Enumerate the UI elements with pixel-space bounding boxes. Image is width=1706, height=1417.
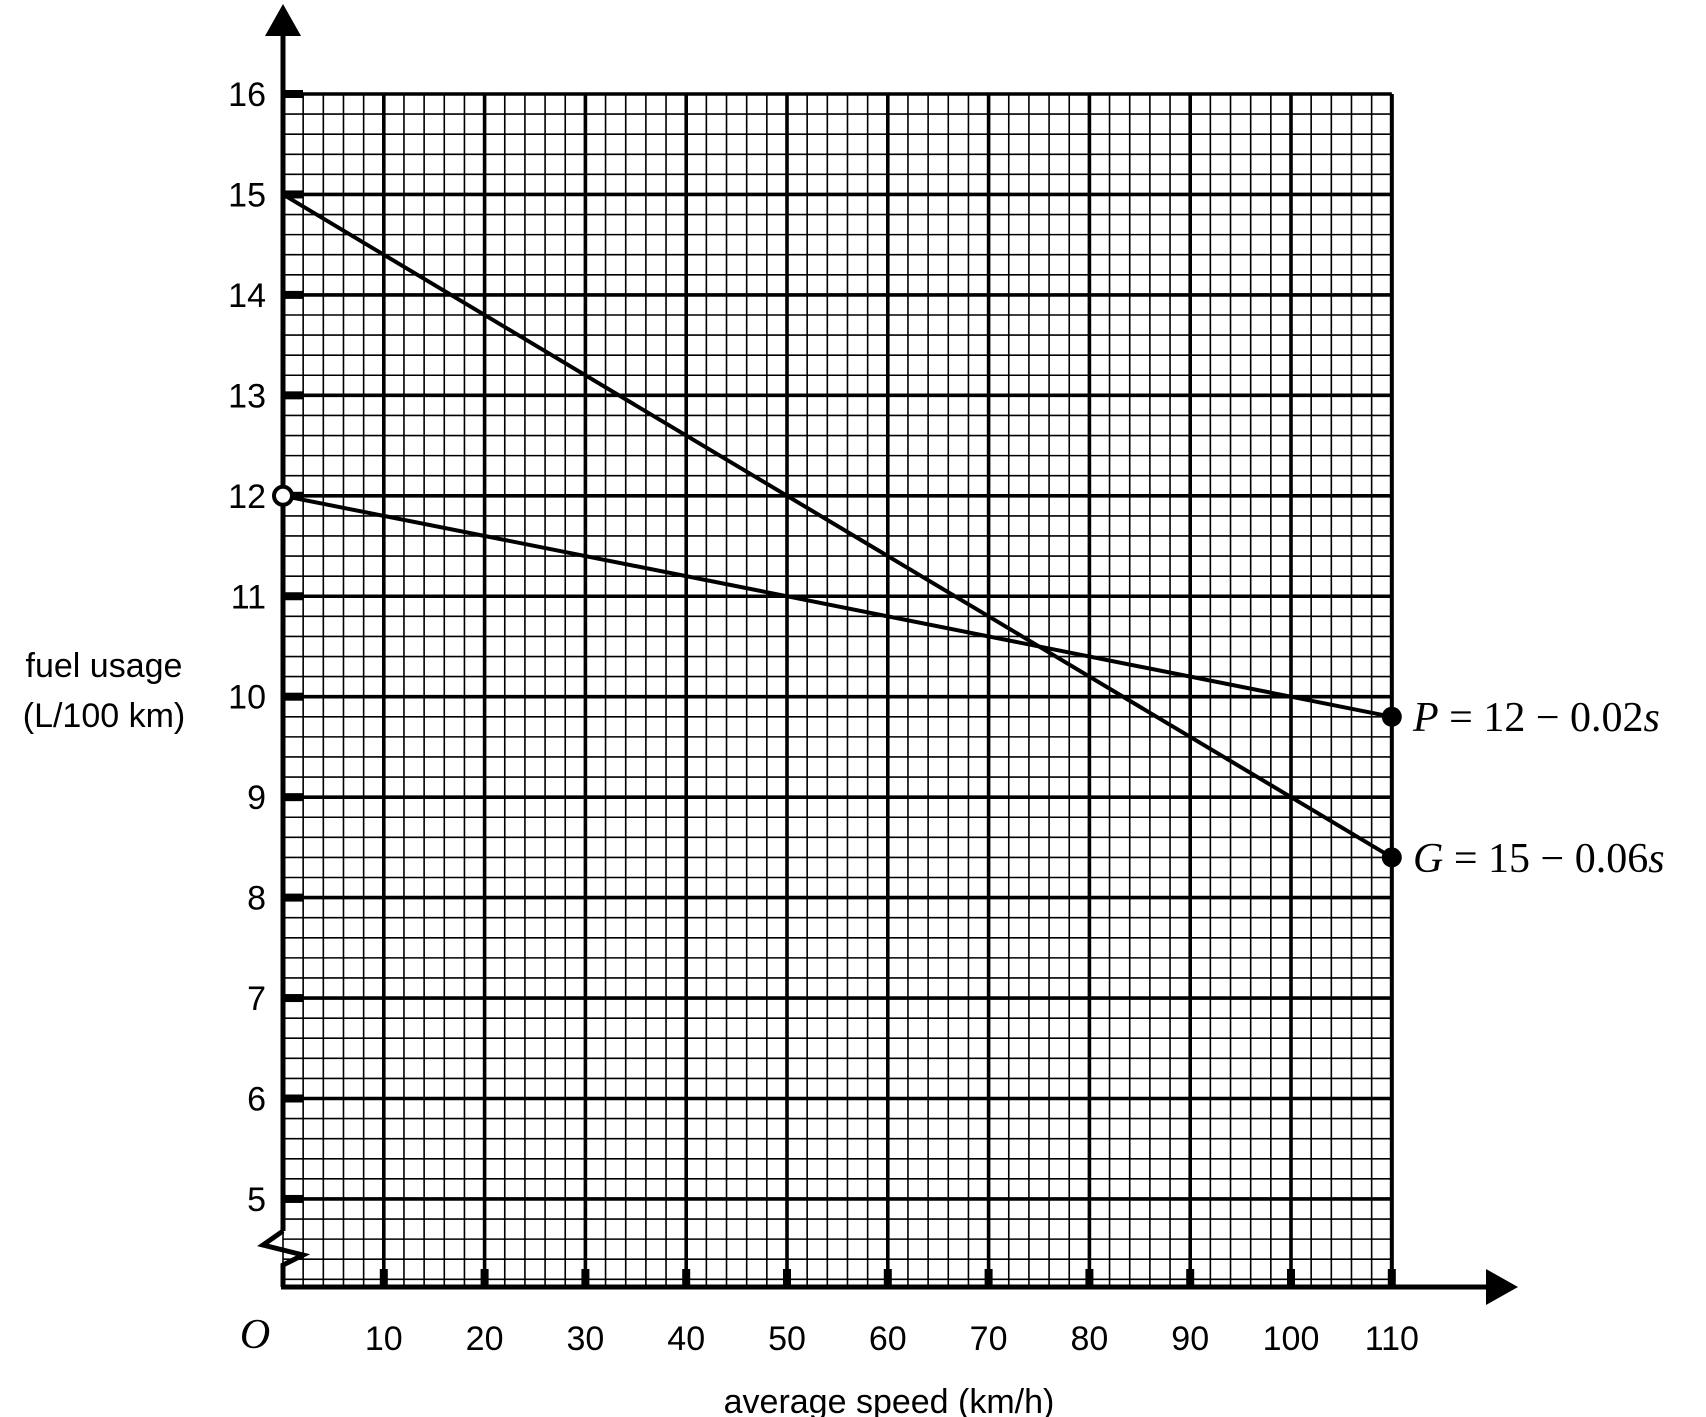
- y-tick-mark: [283, 190, 303, 199]
- x-tick-label: 110: [1365, 1320, 1419, 1358]
- y-axis-title-line1: fuel usage: [26, 647, 183, 685]
- x-tick-label: 90: [1171, 1320, 1209, 1358]
- y-tick-label: 7: [247, 980, 266, 1018]
- filled-circle-marker-P: [1381, 706, 1402, 727]
- x-tick-mark: [783, 1269, 791, 1287]
- major-grid: [283, 90, 1396, 1287]
- y-tick-label: 8: [247, 880, 266, 918]
- y-axis-title-line2: (L/100 km): [23, 697, 186, 735]
- x-tick-mark: [581, 1269, 590, 1287]
- y-tick-label: 10: [228, 679, 266, 717]
- x-tick-label: 80: [1070, 1320, 1108, 1358]
- x-tick-label: 50: [768, 1320, 806, 1358]
- y-axis-arrow-icon: [265, 4, 301, 36]
- y-tick-label: 14: [228, 277, 266, 315]
- y-tick-mark: [283, 592, 303, 601]
- y-tick-label: 12: [228, 478, 266, 516]
- y-tick-label: 11: [231, 578, 266, 616]
- series-label-G: G = 15 − 0.06s: [1413, 836, 1665, 882]
- x-tick-label: 20: [466, 1320, 504, 1358]
- x-tick-label: 40: [667, 1320, 705, 1358]
- y-tick-mark: [283, 1094, 303, 1103]
- origin-label: O: [240, 1312, 270, 1358]
- series-label-P: P = 12 − 0.02s: [1412, 695, 1660, 741]
- y-tick-mark: [283, 793, 303, 802]
- x-tick-label: 70: [970, 1320, 1008, 1358]
- y-tick-mark: [283, 90, 303, 98]
- y-tick-mark: [283, 893, 303, 902]
- x-tick-label: 60: [869, 1320, 907, 1358]
- y-tick-label: 16: [228, 76, 266, 114]
- x-tick-mark: [682, 1269, 691, 1287]
- series-line-G: [281, 192, 1393, 860]
- x-tick-mark: [1085, 1269, 1094, 1287]
- data-series: [272, 192, 1402, 868]
- x-tick-mark: [379, 1269, 388, 1287]
- x-tick-mark: [984, 1269, 993, 1287]
- open-circle-marker-P: [272, 484, 294, 507]
- tick-labels: 5 6 7 8 9 10 11 12 13 14 15 16 10 20 30 40 50 60 70 80 90 100…: [228, 76, 1419, 1358]
- filled-circle-marker-G: [1381, 847, 1402, 868]
- y-tick-mark: [283, 994, 303, 1003]
- axes: [257, 4, 1518, 1305]
- x-axis-title: average speed (km/h): [724, 1383, 1055, 1417]
- x-tick-label: 30: [566, 1320, 604, 1358]
- y-tick-mark: [283, 1194, 303, 1203]
- series-line-P: [282, 493, 1393, 719]
- x-tick-mark: [480, 1269, 489, 1287]
- y-tick-label: 9: [247, 779, 266, 817]
- x-tick-mark: [883, 1269, 892, 1287]
- minor-grid: [282, 93, 1393, 1287]
- x-tick-mark: [1287, 1269, 1295, 1287]
- y-tick-label: 6: [247, 1081, 266, 1119]
- x-axis-arrow-icon: [1486, 1269, 1518, 1305]
- x-tick-label: 10: [365, 1320, 403, 1358]
- y-tick-label: 13: [228, 377, 266, 415]
- y-tick-mark: [283, 391, 303, 400]
- y-tick-mark: [283, 290, 303, 299]
- y-tick-label: 5: [247, 1181, 266, 1219]
- y-tick-label: 15: [228, 176, 266, 214]
- y-axis-break-zigzag: [257, 1228, 311, 1287]
- x-tick-label: 100: [1263, 1320, 1320, 1358]
- x-tick-mark: [1186, 1269, 1195, 1287]
- y-tick-mark: [283, 692, 303, 701]
